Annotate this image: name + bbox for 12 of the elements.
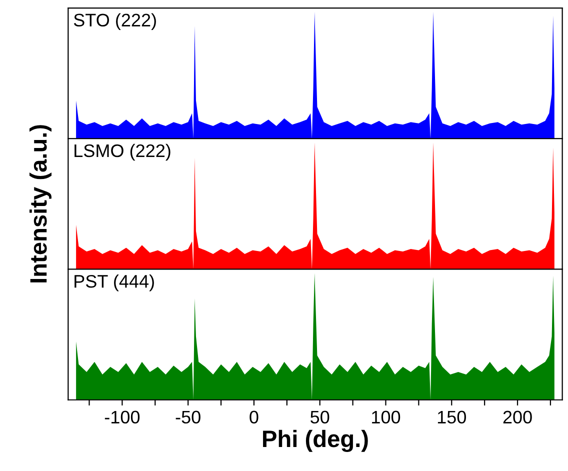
x-tick-label: 150 xyxy=(438,410,466,424)
y-axis-title: Intensity (a.u.) xyxy=(29,125,52,282)
x-tick-label: 50 xyxy=(310,410,330,424)
x-tick-label: 0 xyxy=(250,410,258,424)
x-tick-label: -50 xyxy=(176,410,200,424)
x-axis-title: Phi (deg.) xyxy=(263,430,368,452)
annotation: PST (444) xyxy=(74,274,154,292)
x-tick-label: 100 xyxy=(372,410,400,424)
x-tick-label: -100 xyxy=(104,410,140,424)
annotation: STO (222) xyxy=(74,13,156,30)
x-tick-label: 200 xyxy=(503,410,532,424)
annotation: LSMO (222) xyxy=(74,144,170,161)
